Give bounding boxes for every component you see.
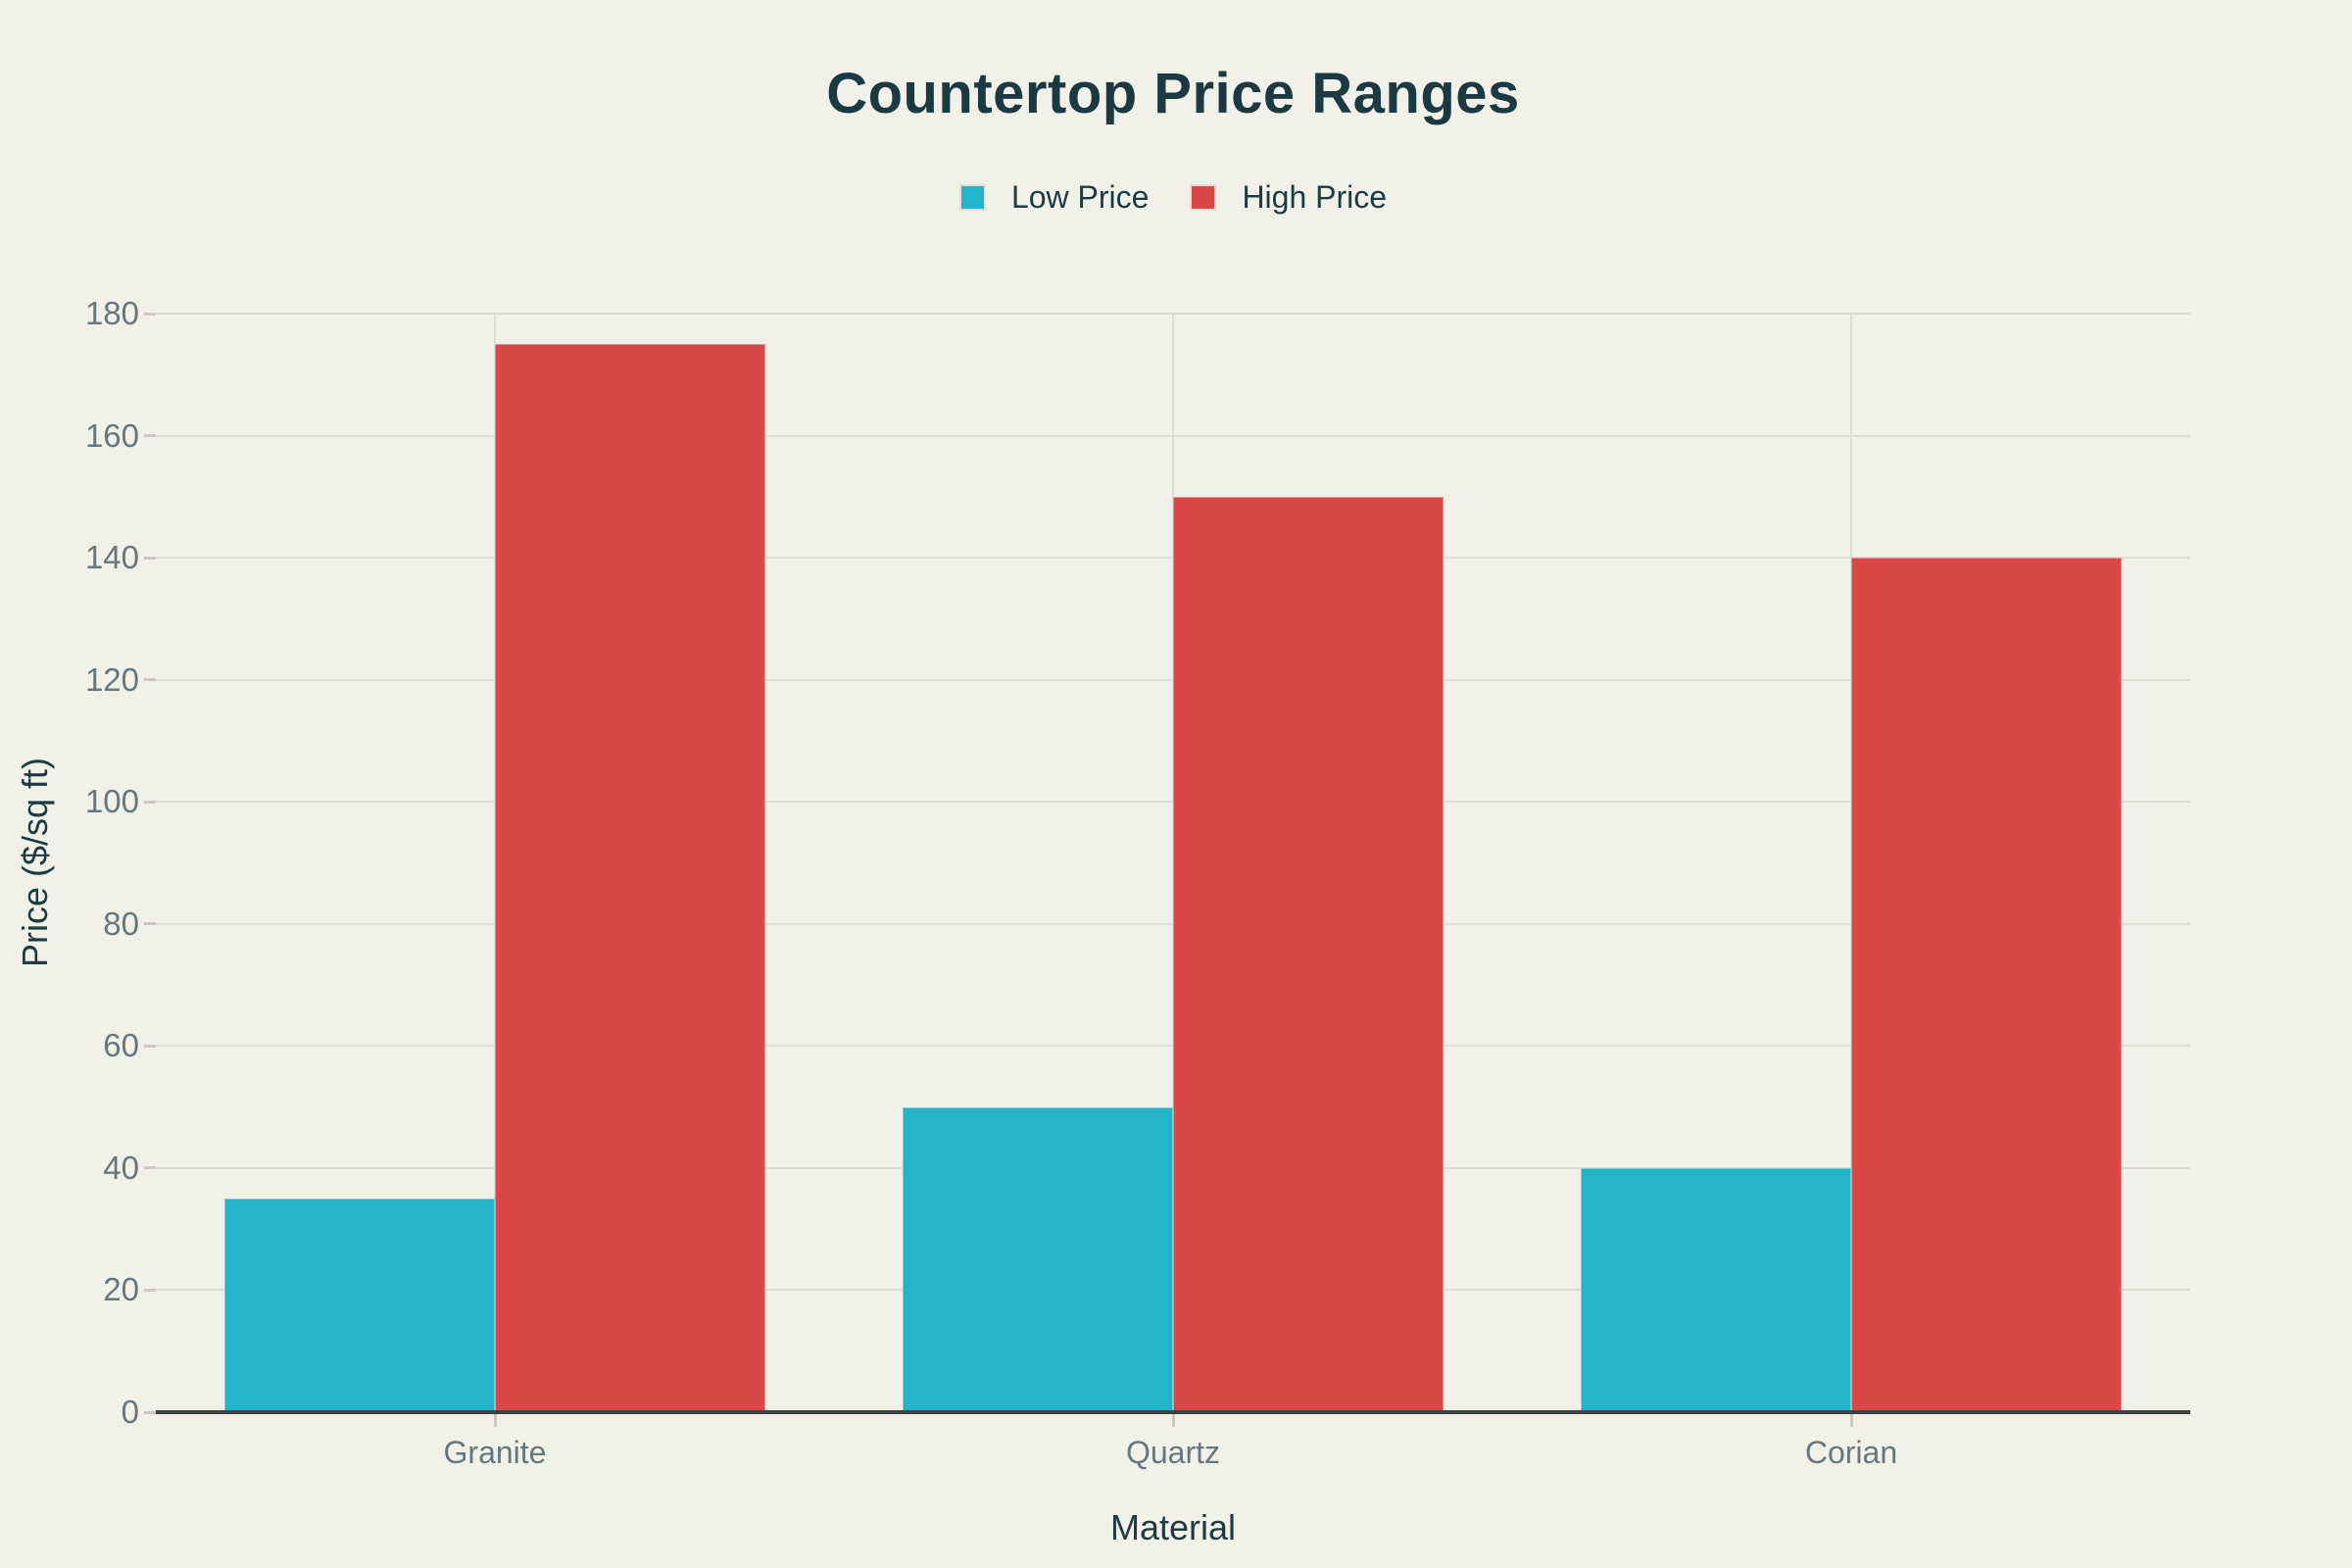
x-tick-mark	[1849, 1414, 1853, 1427]
x-tick-label-corian: Corian	[1804, 1435, 1898, 1470]
y-tick-label: 120	[84, 661, 139, 698]
bar-quartz-high-price[interactable]	[1173, 496, 1444, 1412]
y-tick-mark	[144, 1166, 156, 1170]
y-tick-label: 140	[84, 539, 139, 576]
y-tick-mark	[144, 800, 156, 804]
bar-corian-low-price[interactable]	[1581, 1167, 1851, 1412]
chart-title: Countertop Price Ranges	[826, 62, 1520, 125]
legend: Low Price High Price	[156, 179, 2190, 216]
y-tick-mark	[144, 556, 156, 560]
x-tick-label-quartz: Quartz	[1125, 1435, 1221, 1470]
legend-swatch-high-price	[1190, 184, 1217, 211]
y-tick-mark	[144, 1410, 156, 1414]
legend-swatch-low-price	[958, 184, 986, 211]
y-tick-mark	[144, 678, 156, 682]
y-tick-label: 60	[103, 1027, 139, 1064]
y-tick-mark	[144, 1288, 156, 1292]
y-tick-mark	[144, 1044, 156, 1048]
bar-granite-high-price[interactable]	[495, 344, 765, 1412]
legend-item-low-price[interactable]: Low Price	[958, 179, 1150, 216]
x-axis-title: Material	[1109, 1507, 1237, 1547]
y-tick-label: 100	[84, 783, 139, 820]
y-tick-label: 160	[84, 416, 139, 454]
legend-item-high-price[interactable]: High Price	[1190, 179, 1387, 216]
y-tick-mark	[144, 312, 156, 316]
y-tick-label: 20	[103, 1271, 139, 1308]
bar-quartz-low-price[interactable]	[903, 1106, 1173, 1412]
y-tick-label: 0	[121, 1394, 139, 1430]
y-tick-mark	[144, 434, 156, 438]
x-tick-mark	[1171, 1414, 1175, 1427]
legend-label-low-price: Low Price	[1010, 179, 1150, 215]
y-tick-label: 40	[103, 1149, 139, 1186]
x-tick-mark	[493, 1414, 497, 1427]
y-tick-label: 80	[103, 905, 139, 942]
x-axis-line	[156, 1410, 2190, 1414]
bar-granite-low-price[interactable]	[224, 1199, 495, 1412]
y-tick-mark	[144, 922, 156, 926]
legend-label-high-price: High Price	[1242, 179, 1388, 215]
x-tick-label-granite: Granite	[443, 1435, 547, 1470]
y-tick-label: 180	[84, 295, 139, 331]
bar-corian-high-price[interactable]	[1851, 558, 2122, 1412]
